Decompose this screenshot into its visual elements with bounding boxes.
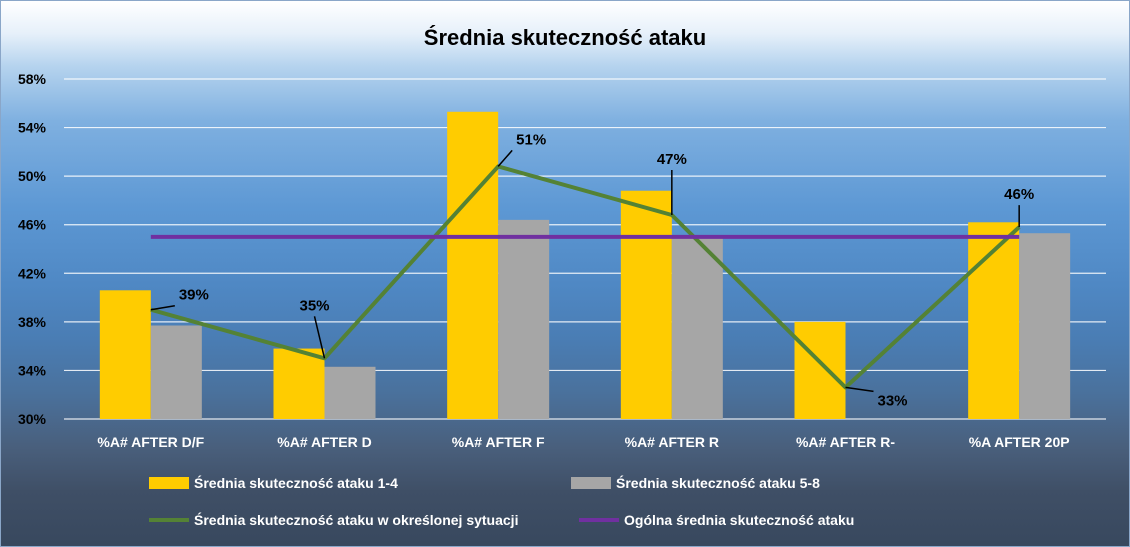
y-tick-label: 38% [18,314,47,330]
bar-series-2 [1019,233,1071,419]
legend-label-series-1: Średnia skuteczność ataku 1-4 [194,474,398,491]
bar-series-1 [99,290,151,419]
y-tick-label: 46% [18,217,47,233]
bar-series-2 [324,366,376,419]
x-tick-label: %A AFTER 20P [969,434,1070,450]
data-label-leader [497,149,513,167]
bar-series-2 [671,236,723,419]
x-tick-label: %A# AFTER R [625,434,719,450]
bar-series-2 [150,325,202,419]
y-tick-label: 34% [18,362,47,378]
data-label-leader [150,304,175,311]
y-tick-label: 50% [18,168,47,184]
y-tick-label: 54% [18,120,47,136]
bars-layer [99,111,1071,420]
legend-label-series-4: Ogólna średnia skuteczność ataku [624,512,854,528]
x-tick-label: %A# AFTER D [277,434,371,450]
axis-layer: 30% 34% 38% 42% 46% 50% 54% 58% %A# AFTER D/F %A#… [18,71,1070,450]
lines-layer [150,164,1021,390]
data-label: 33% [878,392,908,409]
y-tick-label: 42% [18,265,47,281]
y-tick-label: 30% [18,411,47,427]
data-label: 39% [179,287,209,304]
legend-swatch-series-1 [149,477,189,489]
data-label-leader [845,386,874,393]
chart-title: Średnia skuteczność ataku [424,25,706,50]
bar-series-1 [968,222,1020,419]
bar-series-1 [273,348,325,419]
data-label: 35% [299,297,329,314]
bar-series-1 [794,321,846,419]
x-tick-label: %A# AFTER F [452,434,545,450]
labels-layer: 39% 35% 51% 47% 33% 46% [150,131,1034,409]
bar-series-1 [447,111,499,420]
legend-label-series-3: Średnia skuteczność ataku w określonej s… [194,511,518,528]
data-label: 51% [516,131,546,148]
legend-layer: Średnia skuteczność ataku 1-4 Średnia sk… [149,474,854,528]
y-tick-label: 58% [18,71,47,87]
bar-series-1 [620,190,672,419]
data-label: 46% [1004,186,1034,203]
data-label-leader [313,316,326,359]
legend-swatch-series-2 [571,477,611,489]
legend-label-series-2: Średnia skuteczność ataku 5-8 [616,474,820,491]
grid-layer [64,78,1106,420]
x-tick-label: %A# AFTER R- [796,434,895,450]
data-label: 47% [657,151,687,168]
line-series-1 [150,164,1021,390]
bar-series-2 [498,219,550,419]
x-tick-label: %A# AFTER D/F [97,434,204,450]
